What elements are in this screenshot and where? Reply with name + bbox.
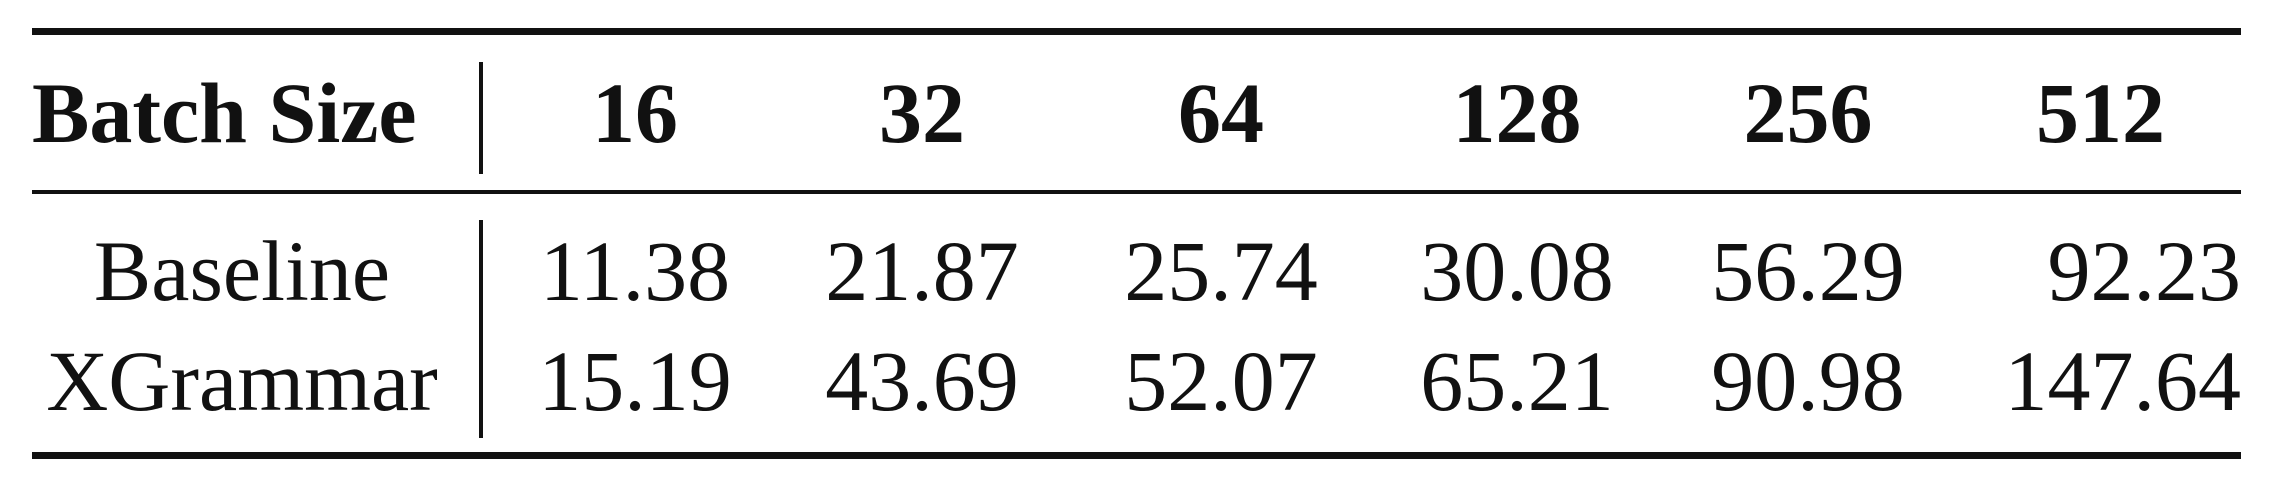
table-cell: 43.69	[825, 333, 1019, 429]
table-cell: 52.07	[1124, 333, 1318, 429]
table-cell: 147.64	[2004, 333, 2242, 429]
top-rule	[32, 28, 2241, 35]
header-col-32: 32	[879, 65, 965, 161]
header-rule	[32, 190, 2241, 194]
row-label-baseline: Baseline	[93, 223, 391, 319]
header-col-512: 512	[2036, 65, 2165, 161]
table-cell: 11.38	[539, 223, 731, 319]
header-col-256: 256	[1743, 65, 1873, 161]
table-cell: 30.08	[1420, 223, 1614, 319]
header-column-divider	[479, 62, 483, 174]
header-col-128: 128	[1452, 65, 1582, 161]
table-cell: 21.87	[825, 223, 1019, 319]
table-cell: 56.29	[1711, 223, 1905, 319]
header-label-batch-size: Batch Size	[32, 65, 417, 161]
body-column-divider	[479, 220, 483, 438]
table-cell: 25.74	[1124, 223, 1318, 319]
header-col-16: 16	[592, 65, 678, 161]
table-cell: 90.98	[1711, 333, 1905, 429]
table-cell: 65.21	[1420, 333, 1614, 429]
table-cell: 15.19	[538, 333, 732, 429]
row-label-xgrammar: XGrammar	[46, 333, 438, 429]
header-col-64: 64	[1178, 65, 1264, 161]
table-cell: 92.23	[2047, 223, 2242, 319]
bottom-rule	[32, 452, 2241, 459]
